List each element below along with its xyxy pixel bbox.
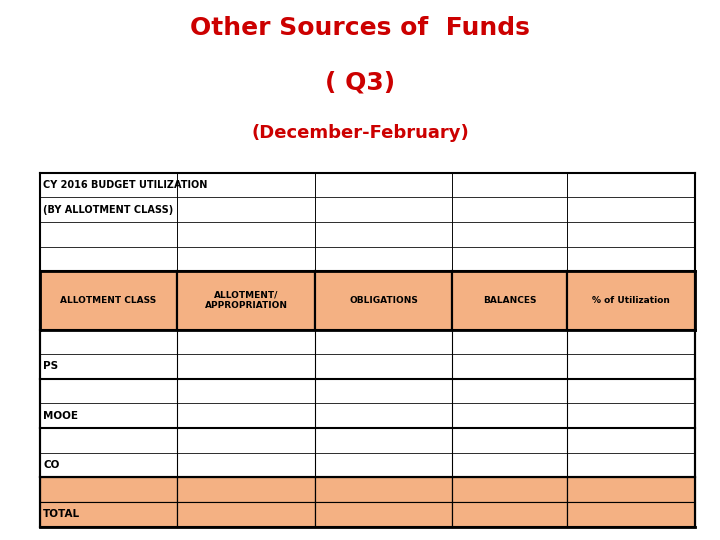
Text: OBLIGATIONS: OBLIGATIONS xyxy=(349,296,418,305)
Text: % of Utilization: % of Utilization xyxy=(592,296,670,305)
Text: Other Sources of  Funds: Other Sources of Funds xyxy=(190,16,530,40)
Text: PS: PS xyxy=(43,361,58,372)
Text: BALANCES: BALANCES xyxy=(483,296,536,305)
Text: CO: CO xyxy=(43,460,60,470)
Text: (BY ALLOTMENT CLASS): (BY ALLOTMENT CLASS) xyxy=(43,205,174,215)
Text: TOTAL: TOTAL xyxy=(43,509,81,519)
Text: MOOE: MOOE xyxy=(43,411,78,421)
Text: ( Q3): ( Q3) xyxy=(325,70,395,94)
Text: ALLOTMENT/
APPROPRIATION: ALLOTMENT/ APPROPRIATION xyxy=(204,291,287,310)
Text: (December-February): (December-February) xyxy=(251,124,469,142)
Text: CY 2016 BUDGET UTILIZATION: CY 2016 BUDGET UTILIZATION xyxy=(43,180,207,190)
Text: ALLOTMENT CLASS: ALLOTMENT CLASS xyxy=(60,296,156,305)
